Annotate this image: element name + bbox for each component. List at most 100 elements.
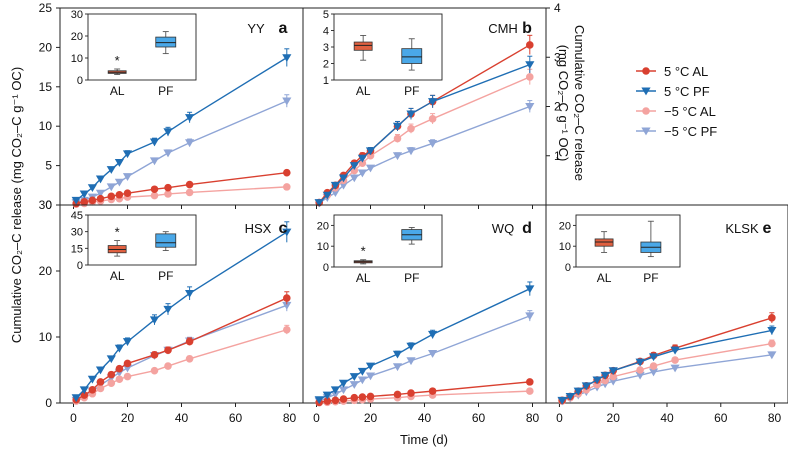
data-point [406, 147, 416, 156]
significance-star: * [115, 225, 120, 240]
data-point [79, 190, 89, 199]
data-point [768, 339, 776, 348]
series-m5c-pf [557, 351, 777, 406]
data-point [526, 387, 534, 395]
y-tick-label: 20 [39, 40, 53, 54]
panel-letter: c [279, 220, 288, 237]
inset-frame [333, 214, 443, 268]
data-point [338, 181, 349, 190]
data-point [163, 305, 173, 314]
data-point [122, 338, 133, 346]
data-point [314, 199, 324, 207]
data-point [185, 114, 195, 122]
data-point [406, 342, 416, 351]
data-point [392, 122, 403, 131]
inset-y-tick-label: 10 [317, 241, 329, 253]
data-point [106, 166, 116, 174]
inset-y-tick-label: 20 [559, 220, 571, 232]
series-line [318, 288, 531, 401]
legend-item: −5 °C AL [636, 104, 716, 119]
site-name: WQ [492, 221, 514, 236]
series-line [561, 329, 773, 401]
data-point [338, 379, 349, 388]
data-point [648, 353, 659, 362]
box-pf [155, 31, 177, 55]
x-tick-label: 80 [768, 411, 782, 425]
data-point [349, 162, 359, 170]
data-point [608, 377, 618, 386]
data-point [357, 154, 367, 163]
series-line [76, 100, 288, 204]
data-point [330, 181, 340, 190]
panel-letter: d [522, 220, 532, 237]
inset-frame [87, 13, 197, 81]
data-point [392, 363, 403, 372]
data-point [282, 97, 292, 106]
y-tick-label: 30 [39, 198, 53, 212]
inset-category-label: AL [597, 271, 612, 285]
data-point [283, 325, 291, 334]
y-axis-title-left: Cumulative CO₂–C release (mg CO₂–C g⁻¹ O… [9, 67, 24, 343]
y-tick-label: 4 [554, 1, 561, 15]
series-m5c-pf [71, 298, 292, 405]
inset-y-tick-label: 5 [323, 9, 329, 21]
data-point [283, 294, 291, 302]
series-m5c-pf [314, 100, 535, 208]
y-tick-label: 20 [39, 264, 53, 278]
data-point [338, 174, 349, 183]
data-point [322, 191, 332, 200]
data-point [557, 396, 567, 405]
inset-boxplot: 0 10 20 AL PF * [317, 214, 443, 285]
data-point [283, 168, 291, 177]
data-point [150, 191, 159, 200]
series-5c-pf [314, 55, 535, 207]
data-point [428, 115, 437, 123]
data-point [164, 183, 172, 192]
data-point [106, 355, 116, 364]
panel-e: 0 20 40 60 80 0 10 20 AL PF KLSK e [545, 204, 788, 425]
inset-category-label: PF [404, 271, 419, 285]
data-point [164, 190, 172, 198]
data-point [114, 178, 124, 187]
data-point [123, 189, 132, 197]
data-point [322, 391, 332, 400]
data-point [88, 196, 97, 205]
data-point [592, 376, 602, 385]
data-point [95, 366, 106, 375]
data-point [648, 368, 659, 377]
x-tick-label: 40 [660, 411, 674, 425]
data-point [330, 189, 340, 198]
data-point [608, 367, 618, 376]
data-point [670, 346, 680, 355]
box-pf [401, 227, 423, 245]
data-point [164, 362, 172, 370]
data-point [357, 169, 367, 178]
panel-b: 1 2 3 4 1 2 3 4 5 AL PF CMH b [302, 1, 561, 209]
inset-frame [575, 214, 681, 268]
inset-y-tick-label: 15 [71, 243, 83, 255]
data-point [357, 376, 367, 385]
data-point [71, 196, 81, 205]
data-point [323, 397, 332, 405]
data-point [392, 350, 403, 359]
y-axis-title-right-line2: (mg CO₂–C g⁻¹ OC) [556, 45, 571, 162]
data-point [96, 194, 105, 203]
data-point [282, 228, 292, 237]
data-point [338, 386, 349, 395]
series-m5c-al [558, 339, 776, 405]
data-point [107, 370, 116, 379]
data-point [358, 159, 367, 167]
inset-category-label: PF [643, 271, 658, 285]
legend-item: −5 °C PF [636, 124, 717, 139]
data-point [115, 364, 124, 373]
x-tick-label: 40 [418, 411, 432, 425]
x-tick-label: 60 [714, 411, 728, 425]
panel-a: 0 5 10 15 20 25 0 10 20 30 AL PF * YY a [39, 1, 304, 212]
data-point [526, 378, 534, 386]
data-point [635, 371, 645, 380]
data-point [525, 285, 535, 294]
panel-d: 0 20 40 60 80 0 10 20 AL PF * WQ d [302, 204, 547, 425]
series-line [318, 76, 531, 204]
legend-marker [641, 127, 651, 136]
